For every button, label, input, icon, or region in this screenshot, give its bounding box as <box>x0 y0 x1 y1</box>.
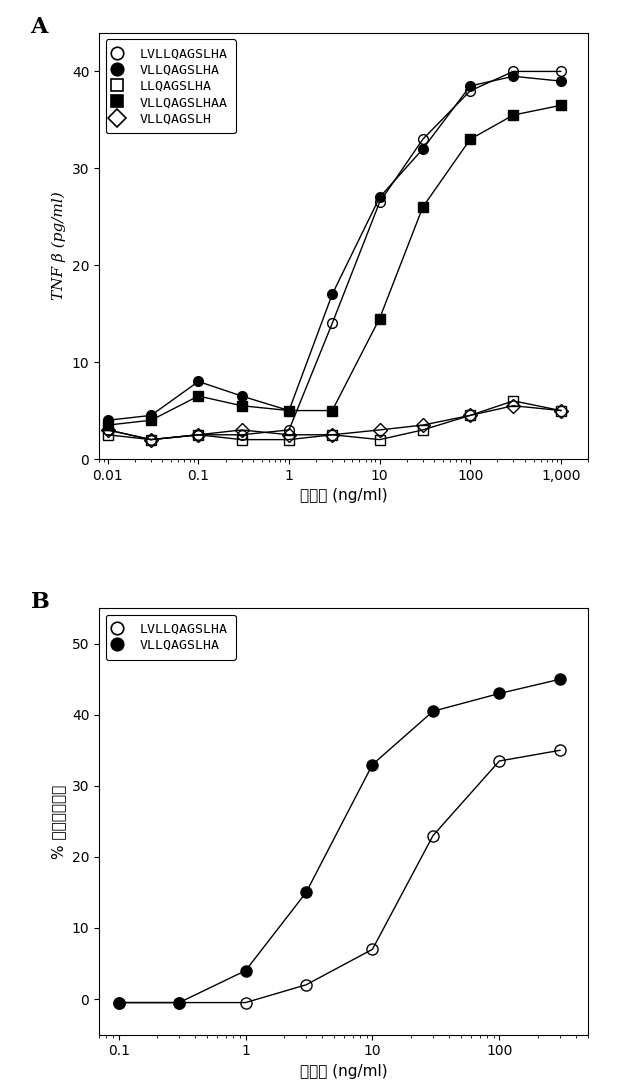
Text: A: A <box>30 15 48 38</box>
X-axis label: 能浓度 (ng/ml): 能浓度 (ng/ml) <box>300 1064 387 1079</box>
Y-axis label: TNF β (pg/ml): TNF β (pg/ml) <box>52 192 66 301</box>
Text: B: B <box>30 591 50 613</box>
Y-axis label: % 特异性溶解率: % 特异性溶解率 <box>51 784 66 858</box>
Legend: LVLLQAGSLHA, VLLQAGSLHA: LVLLQAGSLHA, VLLQAGSLHA <box>106 615 236 660</box>
Legend: LVLLQAGSLHA, VLLQAGSLHA, LLQAGSLHA, VLLQAGSLHAA, VLLQAGSLH: LVLLQAGSLHA, VLLQAGSLHA, LLQAGSLHA, VLLQ… <box>106 39 236 133</box>
X-axis label: 能浓度 (ng/ml): 能浓度 (ng/ml) <box>300 488 387 503</box>
